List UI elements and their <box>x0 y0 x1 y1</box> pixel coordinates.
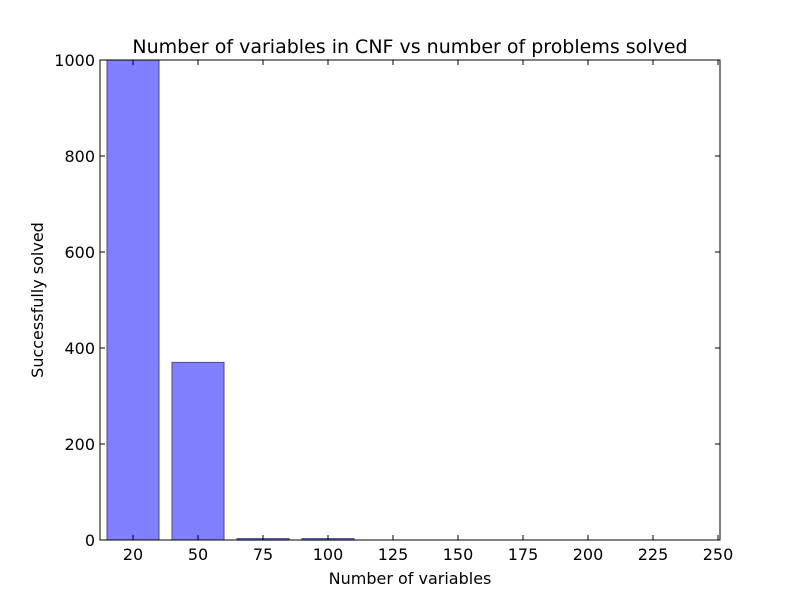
bar-20 <box>106 59 160 541</box>
y-tick-labels: 0 200 400 600 800 1000 <box>54 51 95 550</box>
y-tick-label: 400 <box>64 339 95 358</box>
x-tick-label: 150 <box>443 545 474 564</box>
bars-group <box>106 59 355 541</box>
bar-50 <box>171 361 225 541</box>
x-tick-label: 50 <box>188 545 208 564</box>
x-tick-labels: 20 50 75 100 125 150 175 200 225 250 <box>123 545 733 564</box>
x-tick-label: 200 <box>573 545 604 564</box>
x-tick-label: 225 <box>638 545 669 564</box>
x-tick-label: 250 <box>703 545 734 564</box>
y-tick-label: 800 <box>64 147 95 166</box>
chart-title: Number of variables in CNF vs number of … <box>132 36 687 58</box>
y-tick-label: 1000 <box>54 51 95 70</box>
y-tick-label: 200 <box>64 435 95 454</box>
y-axis-label: Successfully solved <box>28 222 47 378</box>
y-tick-label: 0 <box>85 531 95 550</box>
plot-frame <box>99 59 721 541</box>
x-tick-label: 20 <box>123 545 143 564</box>
x-tick-label: 125 <box>378 545 409 564</box>
x-axis-label: Number of variables <box>329 569 492 588</box>
x-tick-label: 175 <box>508 545 539 564</box>
x-tick-label: 100 <box>313 545 344 564</box>
x-tick-label: 75 <box>253 545 273 564</box>
y-tick-label: 600 <box>64 243 95 262</box>
